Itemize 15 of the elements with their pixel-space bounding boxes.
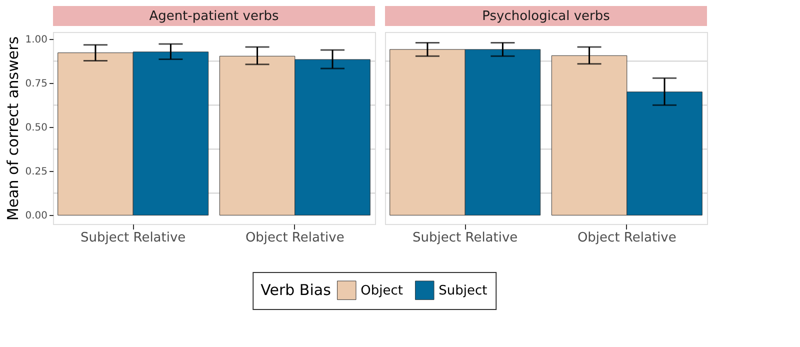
legend-title: Verb Bias <box>260 281 332 299</box>
y-tick-label: 0.00 <box>25 210 48 222</box>
x-tick-label: Object Relative <box>577 230 676 246</box>
y-tick-label: 0.75 <box>25 78 48 90</box>
chart-title: Agent-patient verbs <box>149 9 280 24</box>
y-tick-label: 0.25 <box>25 166 48 178</box>
y-tick-label: 0.50 <box>25 122 48 134</box>
legend-label: Object <box>360 283 403 298</box>
y-tick-label: 1.00 <box>25 34 48 46</box>
chart-title: Psychological verbs <box>482 9 610 24</box>
legend-label: Subject <box>438 283 488 298</box>
x-tick-label: Object Relative <box>245 230 344 246</box>
x-tick-label: Subject Relative <box>80 230 186 246</box>
x-tick-label: Subject Relative <box>412 230 518 246</box>
y-axis-title: Mean of correct answers <box>4 36 22 221</box>
